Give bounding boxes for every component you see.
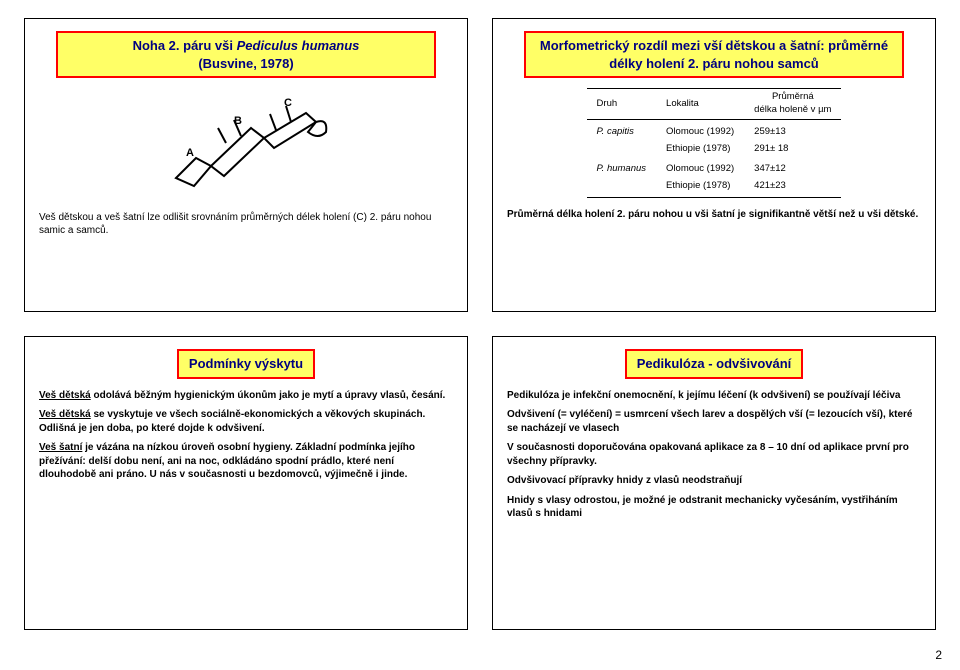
fig-label-b: B: [234, 115, 242, 127]
panel3-body: Veš dětská odolává běžným hygienickým úk…: [39, 389, 453, 482]
page-number: 2: [935, 648, 942, 662]
panel-pediculosis: Pedikulóza - odvšivování Pedikulóza je i…: [492, 336, 936, 630]
fig-label-a: A: [186, 147, 194, 159]
panel3-title: Podmínky výskytu: [177, 349, 315, 379]
panel2-title: Morfometrický rozdíl mezi vší dětskou a …: [524, 31, 905, 78]
panel-conditions: Podmínky výskytu Veš dětská odolává běžn…: [24, 336, 468, 630]
table-row: P. humanus Olomouc (1992) 347±12: [587, 157, 842, 178]
panel1-title-species: Pediculus humanus: [237, 38, 360, 53]
panel4-title: Pedikulóza - odvšivování: [625, 349, 804, 379]
panel1-title-line2: (Busvine, 1978): [198, 56, 293, 71]
th-locality: Lokalita: [656, 89, 744, 120]
panel1-note: Veš dětskou a veš šatní lze odlišit srov…: [39, 211, 453, 238]
panel1-title: Noha 2. páru vši Pediculus humanus (Busv…: [56, 31, 437, 78]
fig-label-c: C: [284, 97, 292, 109]
panel1-title-line1: Noha 2. páru vši: [133, 38, 237, 53]
panel2-note: Průměrná délka holení 2. páru nohou u vš…: [507, 208, 921, 222]
panel-leg-figure: Noha 2. páru vši Pediculus humanus (Busv…: [24, 18, 468, 312]
table-row: Ethiopie (1978) 421±23: [587, 178, 842, 197]
th-measure: Průměrná délka holeně v µm: [744, 89, 841, 120]
panel4-body: Pedikulóza je infekční onemocnění, k jej…: [507, 389, 921, 521]
morphometry-table: Druh Lokalita Průměrná délka holeně v µm…: [587, 88, 842, 198]
panel-morphometry: Morfometrický rozdíl mezi vší dětskou a …: [492, 18, 936, 312]
table-row: P. capitis Olomouc (1992) 259±13: [587, 119, 842, 140]
leg-diagram: A B C: [39, 88, 453, 203]
th-species: Druh: [587, 89, 656, 120]
table-row: Ethiopie (1978) 291± 18: [587, 141, 842, 158]
